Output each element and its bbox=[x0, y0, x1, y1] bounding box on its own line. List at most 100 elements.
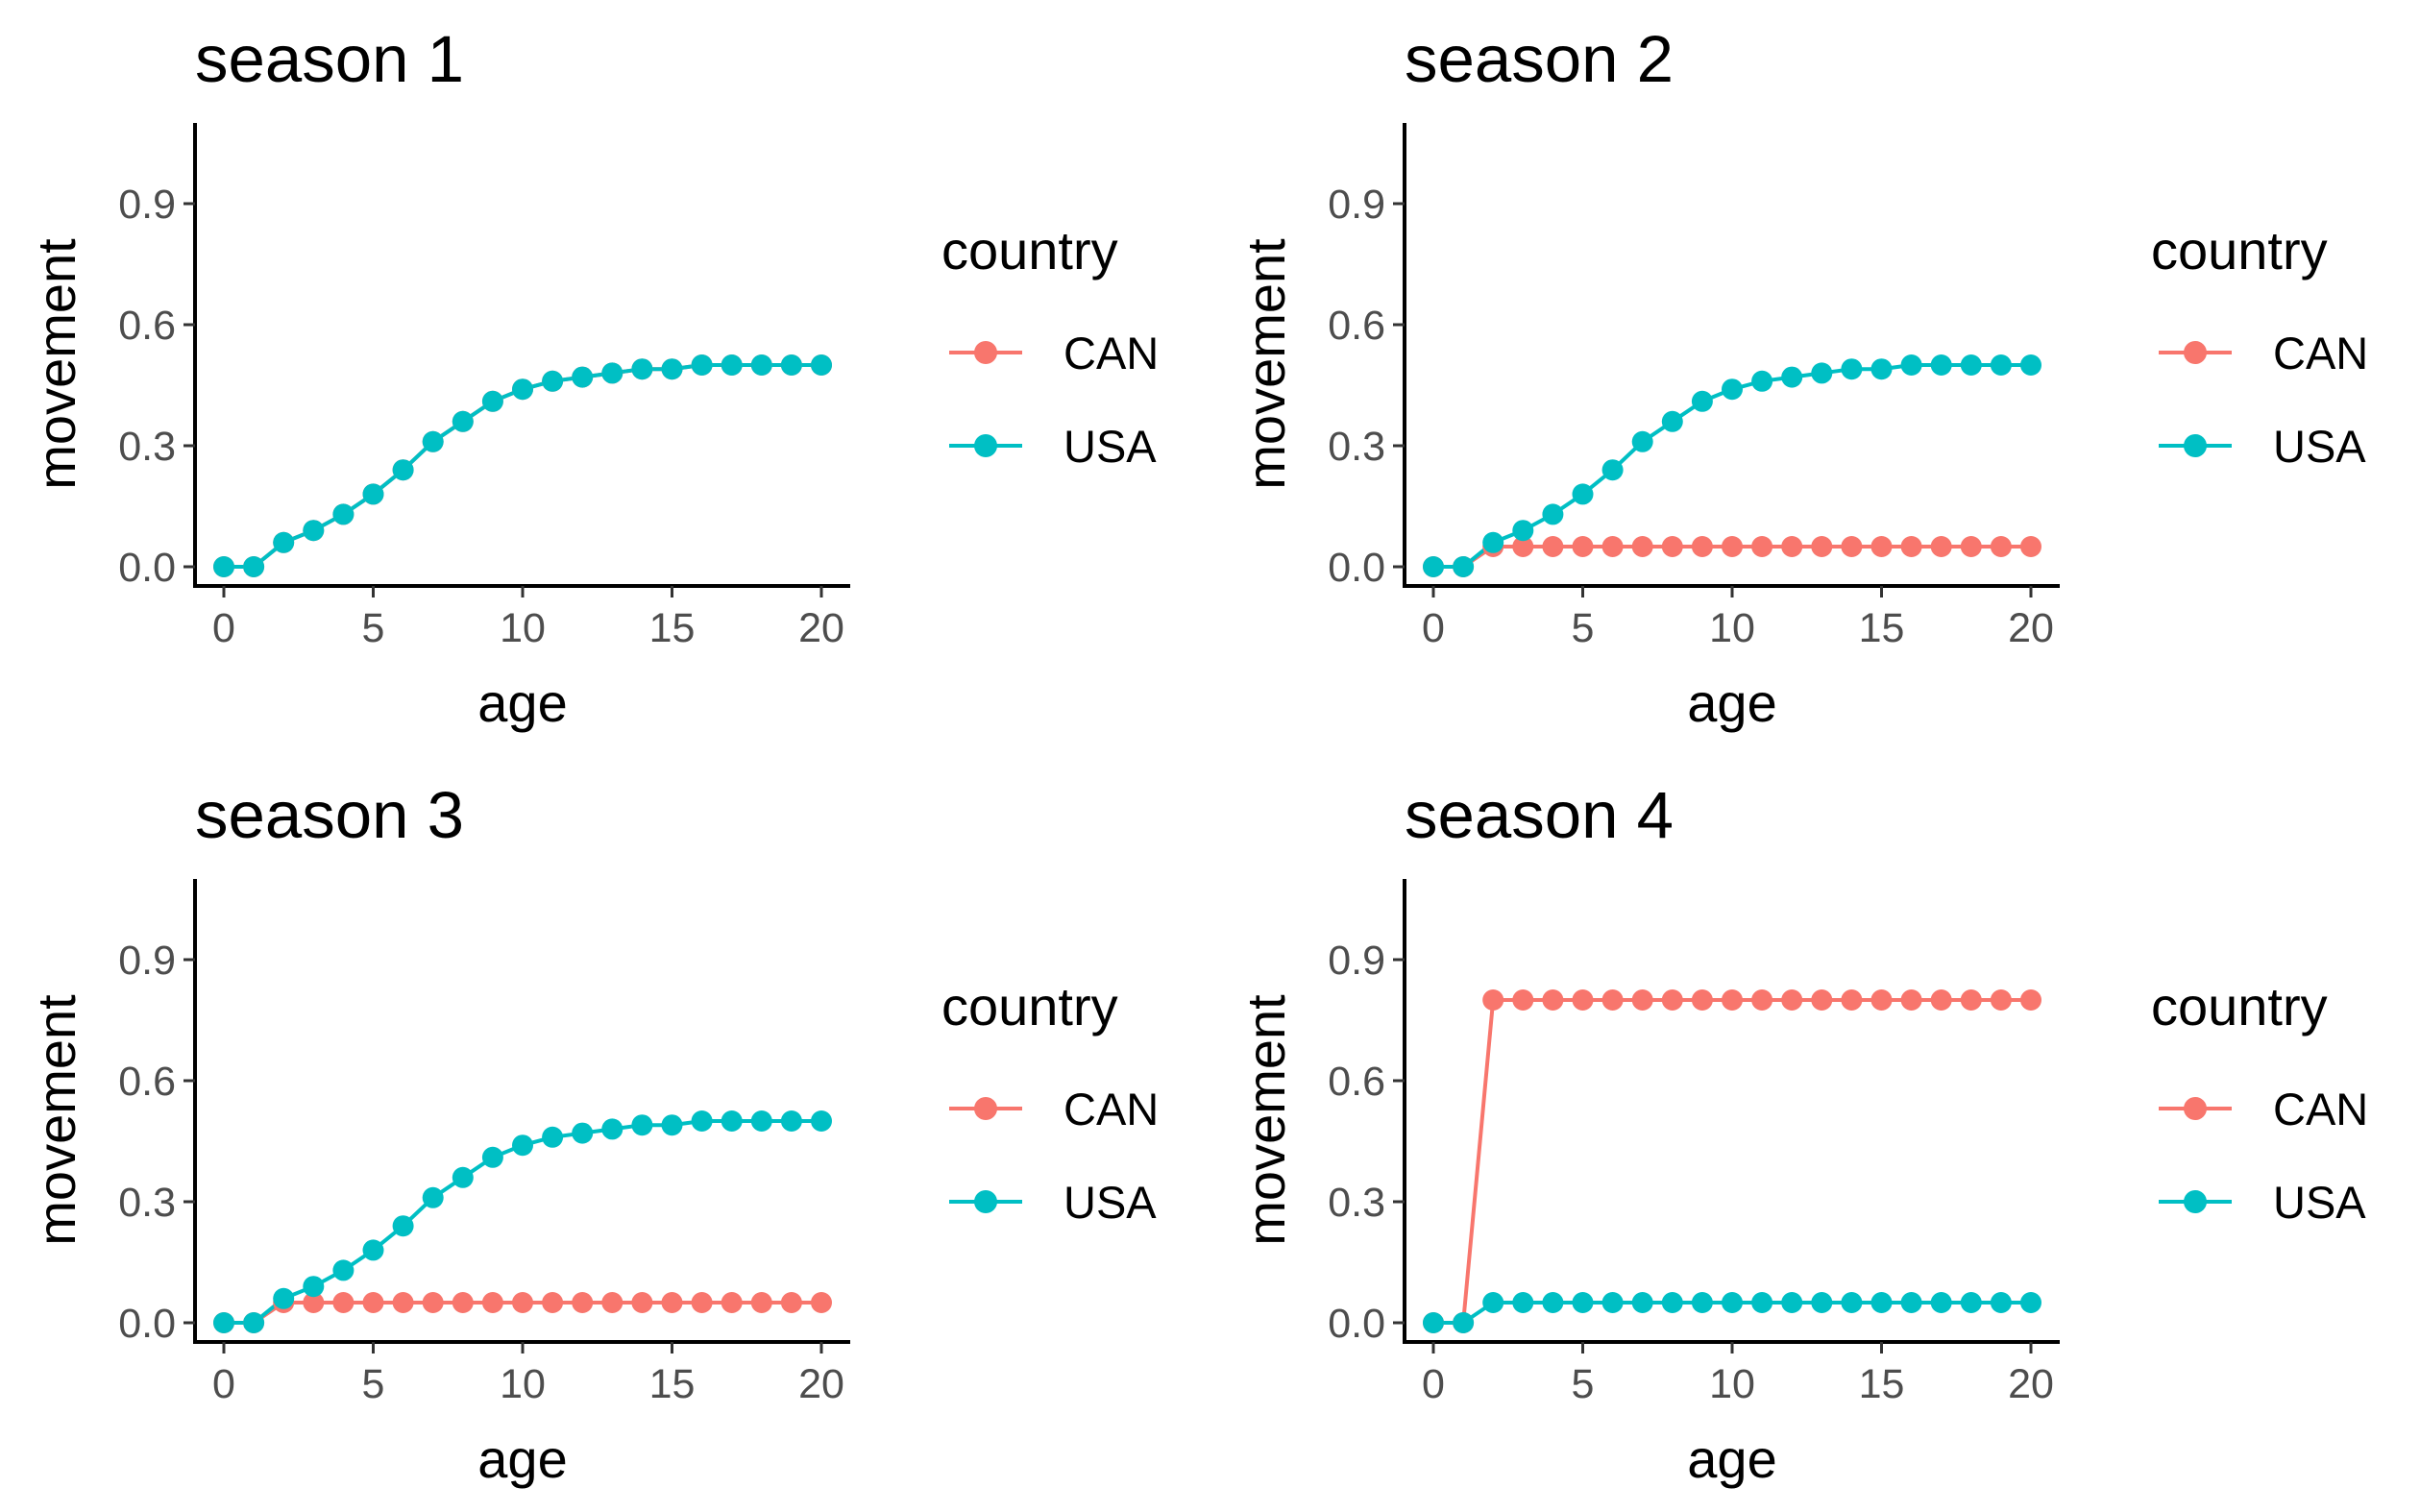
legend-label-usa: USA bbox=[2273, 421, 2366, 472]
data-point-can bbox=[1960, 989, 1982, 1011]
data-point-can bbox=[780, 1292, 802, 1313]
data-point-can bbox=[1691, 989, 1713, 1011]
chart-title: season 2 bbox=[1405, 22, 1674, 96]
data-point-usa bbox=[243, 1312, 265, 1333]
data-point-usa bbox=[691, 1110, 713, 1132]
data-point-usa bbox=[273, 531, 295, 553]
data-point-usa bbox=[213, 1312, 234, 1333]
data-point-usa bbox=[542, 1126, 564, 1148]
data-point-can bbox=[303, 1292, 325, 1313]
y-tick-label: 0.6 bbox=[118, 1059, 176, 1105]
data-point-usa bbox=[422, 1186, 444, 1208]
data-point-usa bbox=[631, 1114, 653, 1136]
y-axis-title: movement bbox=[26, 994, 86, 1246]
x-tick-label: 20 bbox=[798, 1361, 844, 1407]
data-point-can bbox=[362, 1292, 384, 1313]
data-point-usa bbox=[1542, 1292, 1564, 1313]
x-tick-label: 0 bbox=[1422, 1361, 1445, 1407]
data-point-usa bbox=[572, 366, 594, 388]
legend-key-point bbox=[2184, 1190, 2207, 1213]
data-point-usa bbox=[721, 354, 743, 376]
data-point-usa bbox=[2020, 1292, 2041, 1313]
data-point-usa bbox=[691, 354, 713, 376]
data-point-can bbox=[811, 1292, 832, 1313]
data-point-usa bbox=[452, 1166, 474, 1188]
y-tick-label: 0.0 bbox=[118, 1301, 176, 1347]
data-point-can bbox=[422, 1292, 444, 1313]
data-point-usa bbox=[1453, 1312, 1475, 1333]
data-point-usa bbox=[661, 358, 683, 380]
data-point-usa bbox=[512, 1134, 533, 1157]
x-tick-label: 20 bbox=[798, 605, 844, 651]
data-point-usa bbox=[721, 1110, 743, 1132]
chart-panel: season 2 0 5 10 15 20 0.0 0.3 0.6 0.9 age movement c… bbox=[1210, 0, 2419, 756]
data-point-usa bbox=[243, 556, 265, 577]
series-line-can bbox=[1433, 998, 2031, 1325]
x-tick-label: 0 bbox=[212, 605, 235, 651]
data-point-usa bbox=[392, 459, 414, 481]
data-point-can bbox=[1482, 989, 1504, 1011]
x-tick-label: 15 bbox=[649, 605, 696, 651]
data-point-can bbox=[2020, 989, 2041, 1011]
y-tick-label: 0.3 bbox=[118, 1180, 176, 1226]
legend-title: country bbox=[2151, 220, 2328, 280]
data-point-can bbox=[1661, 536, 1683, 557]
x-tick-label: 20 bbox=[2008, 605, 2054, 651]
x-tick-label: 5 bbox=[1572, 1361, 1595, 1407]
legend-key-point bbox=[2184, 1097, 2207, 1120]
data-point-usa bbox=[1512, 1292, 1534, 1313]
data-point-usa bbox=[811, 1110, 832, 1132]
data-point-usa bbox=[1751, 370, 1773, 392]
data-point-can bbox=[1781, 536, 1803, 557]
y-tick-label: 0.9 bbox=[118, 938, 176, 984]
data-point-can bbox=[1841, 989, 1863, 1011]
data-point-can bbox=[1512, 989, 1534, 1011]
x-tick-label: 10 bbox=[1709, 605, 1755, 651]
data-point-can bbox=[1751, 989, 1773, 1011]
x-tick-label: 0 bbox=[1422, 605, 1445, 651]
legend-label-usa: USA bbox=[2273, 1177, 2366, 1228]
x-tick-label: 10 bbox=[500, 605, 546, 651]
data-point-usa bbox=[1722, 378, 1743, 401]
data-point-can bbox=[661, 1292, 683, 1313]
x-tick-label: 15 bbox=[1859, 1361, 1905, 1407]
data-point-usa bbox=[452, 410, 474, 432]
data-point-can bbox=[2020, 536, 2041, 557]
legend-title: country bbox=[941, 220, 1118, 280]
data-point-can bbox=[1990, 989, 2012, 1011]
legend-key-point bbox=[974, 1190, 997, 1213]
data-point-usa bbox=[1811, 1292, 1833, 1313]
data-point-usa bbox=[542, 370, 564, 392]
data-point-usa bbox=[1930, 354, 1952, 376]
data-point-usa bbox=[1960, 354, 1982, 376]
x-axis-title: age bbox=[1687, 672, 1776, 733]
data-point-can bbox=[631, 1292, 653, 1313]
data-point-can bbox=[1960, 536, 1982, 557]
y-tick-label: 0.9 bbox=[118, 182, 176, 228]
data-point-usa bbox=[1870, 1292, 1893, 1313]
data-point-usa bbox=[2020, 354, 2041, 376]
data-point-usa bbox=[1841, 1292, 1863, 1313]
data-point-usa bbox=[1781, 366, 1803, 388]
data-point-can bbox=[1542, 536, 1564, 557]
data-point-can bbox=[1900, 989, 1922, 1011]
y-axis-title: movement bbox=[1235, 238, 1296, 490]
data-point-usa bbox=[1542, 503, 1564, 525]
y-tick-label: 0.6 bbox=[118, 303, 176, 349]
x-tick-label: 0 bbox=[212, 1361, 235, 1407]
data-point-can bbox=[392, 1292, 414, 1313]
data-point-usa bbox=[1601, 1292, 1624, 1313]
x-tick-label: 5 bbox=[362, 1361, 385, 1407]
data-point-usa bbox=[303, 520, 325, 542]
data-point-can bbox=[1841, 536, 1863, 557]
data-point-can bbox=[1811, 536, 1833, 557]
data-point-usa bbox=[1423, 556, 1444, 577]
data-point-usa bbox=[213, 556, 234, 577]
data-point-usa bbox=[1870, 358, 1893, 380]
chart-title: season 3 bbox=[195, 778, 464, 852]
y-tick-label: 0.9 bbox=[1328, 938, 1385, 984]
data-point-usa bbox=[481, 390, 503, 412]
data-point-usa bbox=[1482, 1292, 1504, 1313]
data-point-usa bbox=[1691, 1292, 1713, 1313]
